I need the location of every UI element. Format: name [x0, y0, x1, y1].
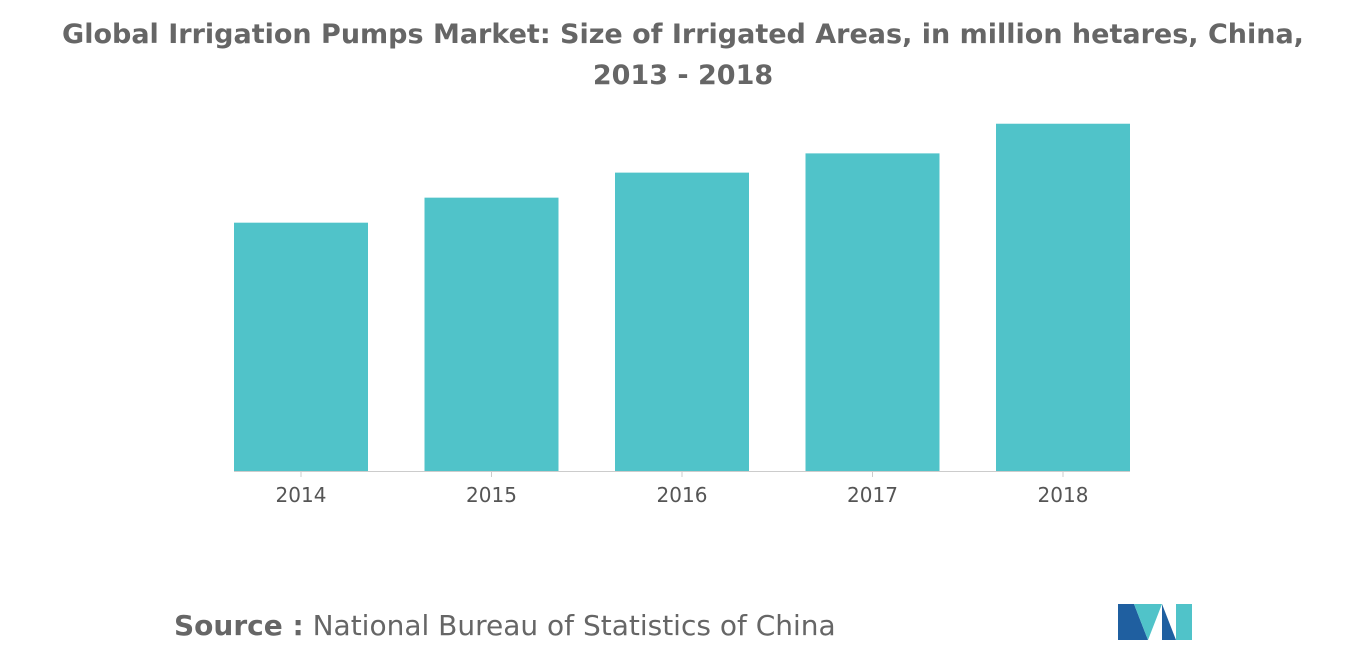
- chart-title: Global Irrigation Pumps Market: Size of …: [62, 19, 1304, 91]
- source-note: Source : National Bureau of Statistics o…: [174, 606, 836, 646]
- x-tick-label-2015: 2015: [466, 483, 517, 507]
- x-tick-label-2017: 2017: [847, 483, 898, 507]
- x-tick-label-2016: 2016: [657, 483, 708, 507]
- bar-2014: [234, 222, 368, 471]
- x-tick-label-2014: 2014: [276, 483, 327, 507]
- bars-group: [234, 123, 1130, 471]
- bar-2016: [615, 172, 749, 471]
- source-text: National Bureau of Statistics of China: [312, 609, 836, 642]
- mordor-intelligence-logo-icon: [1118, 604, 1192, 640]
- bar-2015: [424, 197, 559, 471]
- x-axis-ticks: 2014 2015 2016 2017 2018: [276, 471, 1089, 507]
- source-label: Source :: [174, 609, 304, 642]
- bar-2018: [996, 123, 1130, 471]
- bar-2017: [805, 153, 940, 471]
- x-tick-label-2018: 2018: [1038, 483, 1089, 507]
